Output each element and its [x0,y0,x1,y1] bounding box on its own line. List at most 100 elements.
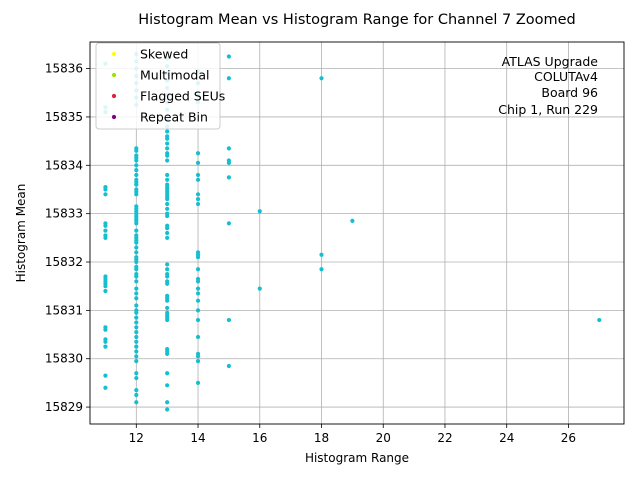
data-point [134,163,139,168]
data-point [195,308,201,313]
data-point [165,226,170,231]
x-axis-ticks: 12 14 16 18 20 22 24 26 [129,424,576,445]
data-point [134,371,139,376]
data-point [134,148,139,153]
x-tick-label: 20 [376,431,391,445]
data-point [350,218,355,224]
x-tick-label: 26 [561,431,576,445]
data-point [195,177,201,182]
y-axis-label: Histogram Mean [14,184,28,283]
data-point [165,317,170,323]
data-point [165,267,170,272]
data-point [195,279,201,284]
data-point [103,284,108,289]
data-point [134,375,139,381]
data-point [195,151,201,156]
data-point [103,327,108,332]
y-tick-label: 15834 [45,158,83,172]
data-point [319,76,324,81]
data-point [165,153,170,158]
data-point [134,339,139,344]
data-point [226,317,232,323]
annotation-line-2: COLUTAv4 [534,69,598,84]
data-point [134,192,139,197]
data-point [165,230,170,236]
data-point [134,388,139,393]
legend-label: Multimodal [140,68,209,83]
data-point [134,259,139,265]
y-tick-label: 15833 [45,207,83,221]
y-tick-label: 15836 [45,62,83,76]
data-point [319,267,324,272]
annotation-line-1: ATLAS Upgrade [502,54,599,69]
data-point [103,373,108,378]
data-point [257,209,262,214]
data-point [195,172,201,178]
data-point [134,392,139,398]
x-tick-label: 12 [129,431,144,445]
data-point [103,187,108,192]
data-point [134,354,139,359]
data-point [134,349,139,354]
data-point [195,267,201,272]
data-point [195,197,201,202]
x-tick-label: 14 [190,431,205,445]
data-point [134,172,139,178]
data-point [195,192,201,197]
data-point [226,76,232,81]
data-point [165,136,170,141]
data-point [134,359,139,364]
data-point [134,168,139,173]
data-point [134,303,139,308]
x-tick-label: 24 [499,431,514,445]
plot-frame [89,41,625,425]
data-point [165,213,170,219]
x-tick-label: 22 [437,431,452,445]
data-point [103,192,108,197]
chart-title: Histogram Mean vs Histogram Range for Ch… [138,12,576,28]
data-point [257,286,262,291]
data-point [195,298,201,303]
data-point [226,146,232,151]
data-point [103,339,108,344]
data-point [134,279,139,284]
data-point [165,197,170,202]
data-point [165,172,170,178]
data-point [319,252,324,257]
legend-marker [111,51,117,57]
data-point [165,351,170,356]
x-tick-label: 16 [252,431,267,445]
legend: Skewed Multimodal Flagged SEUs Repeat Bin [95,42,225,130]
y-tick-label: 15832 [45,255,83,269]
legend-marker [111,93,117,99]
data-point [597,317,602,323]
data-point [134,250,139,255]
data-point [134,158,139,163]
data-point [134,325,139,330]
data-point [195,286,201,291]
data-point [226,221,232,226]
annotation-line-4: Chip 1, Run 229 [498,102,598,117]
data-point [134,310,139,315]
legend-label: Skewed [140,47,188,62]
data-point [165,146,170,151]
y-tick-label: 15829 [45,400,83,414]
data-point [134,344,139,349]
data-point [134,320,139,325]
y-tick-label: 15835 [45,110,83,124]
data-point [134,228,139,233]
data-point [134,291,139,296]
data-point [165,400,170,405]
data-point [165,129,170,134]
y-axis-ticks: 15829 15830 15831 15832 15833 15834 15835 15836 [45,62,90,414]
data-point [165,262,170,267]
data-point [226,363,232,369]
annotation-box: ATLAS Upgrade COLUTAv4 Board 96 Chip 1, … [498,54,598,117]
data-point [134,296,139,301]
data-point [226,175,232,180]
data-point [134,400,139,405]
x-tick-label: 18 [314,431,329,445]
data-point [165,281,170,286]
legend-label: Flagged SEUs [140,89,225,104]
